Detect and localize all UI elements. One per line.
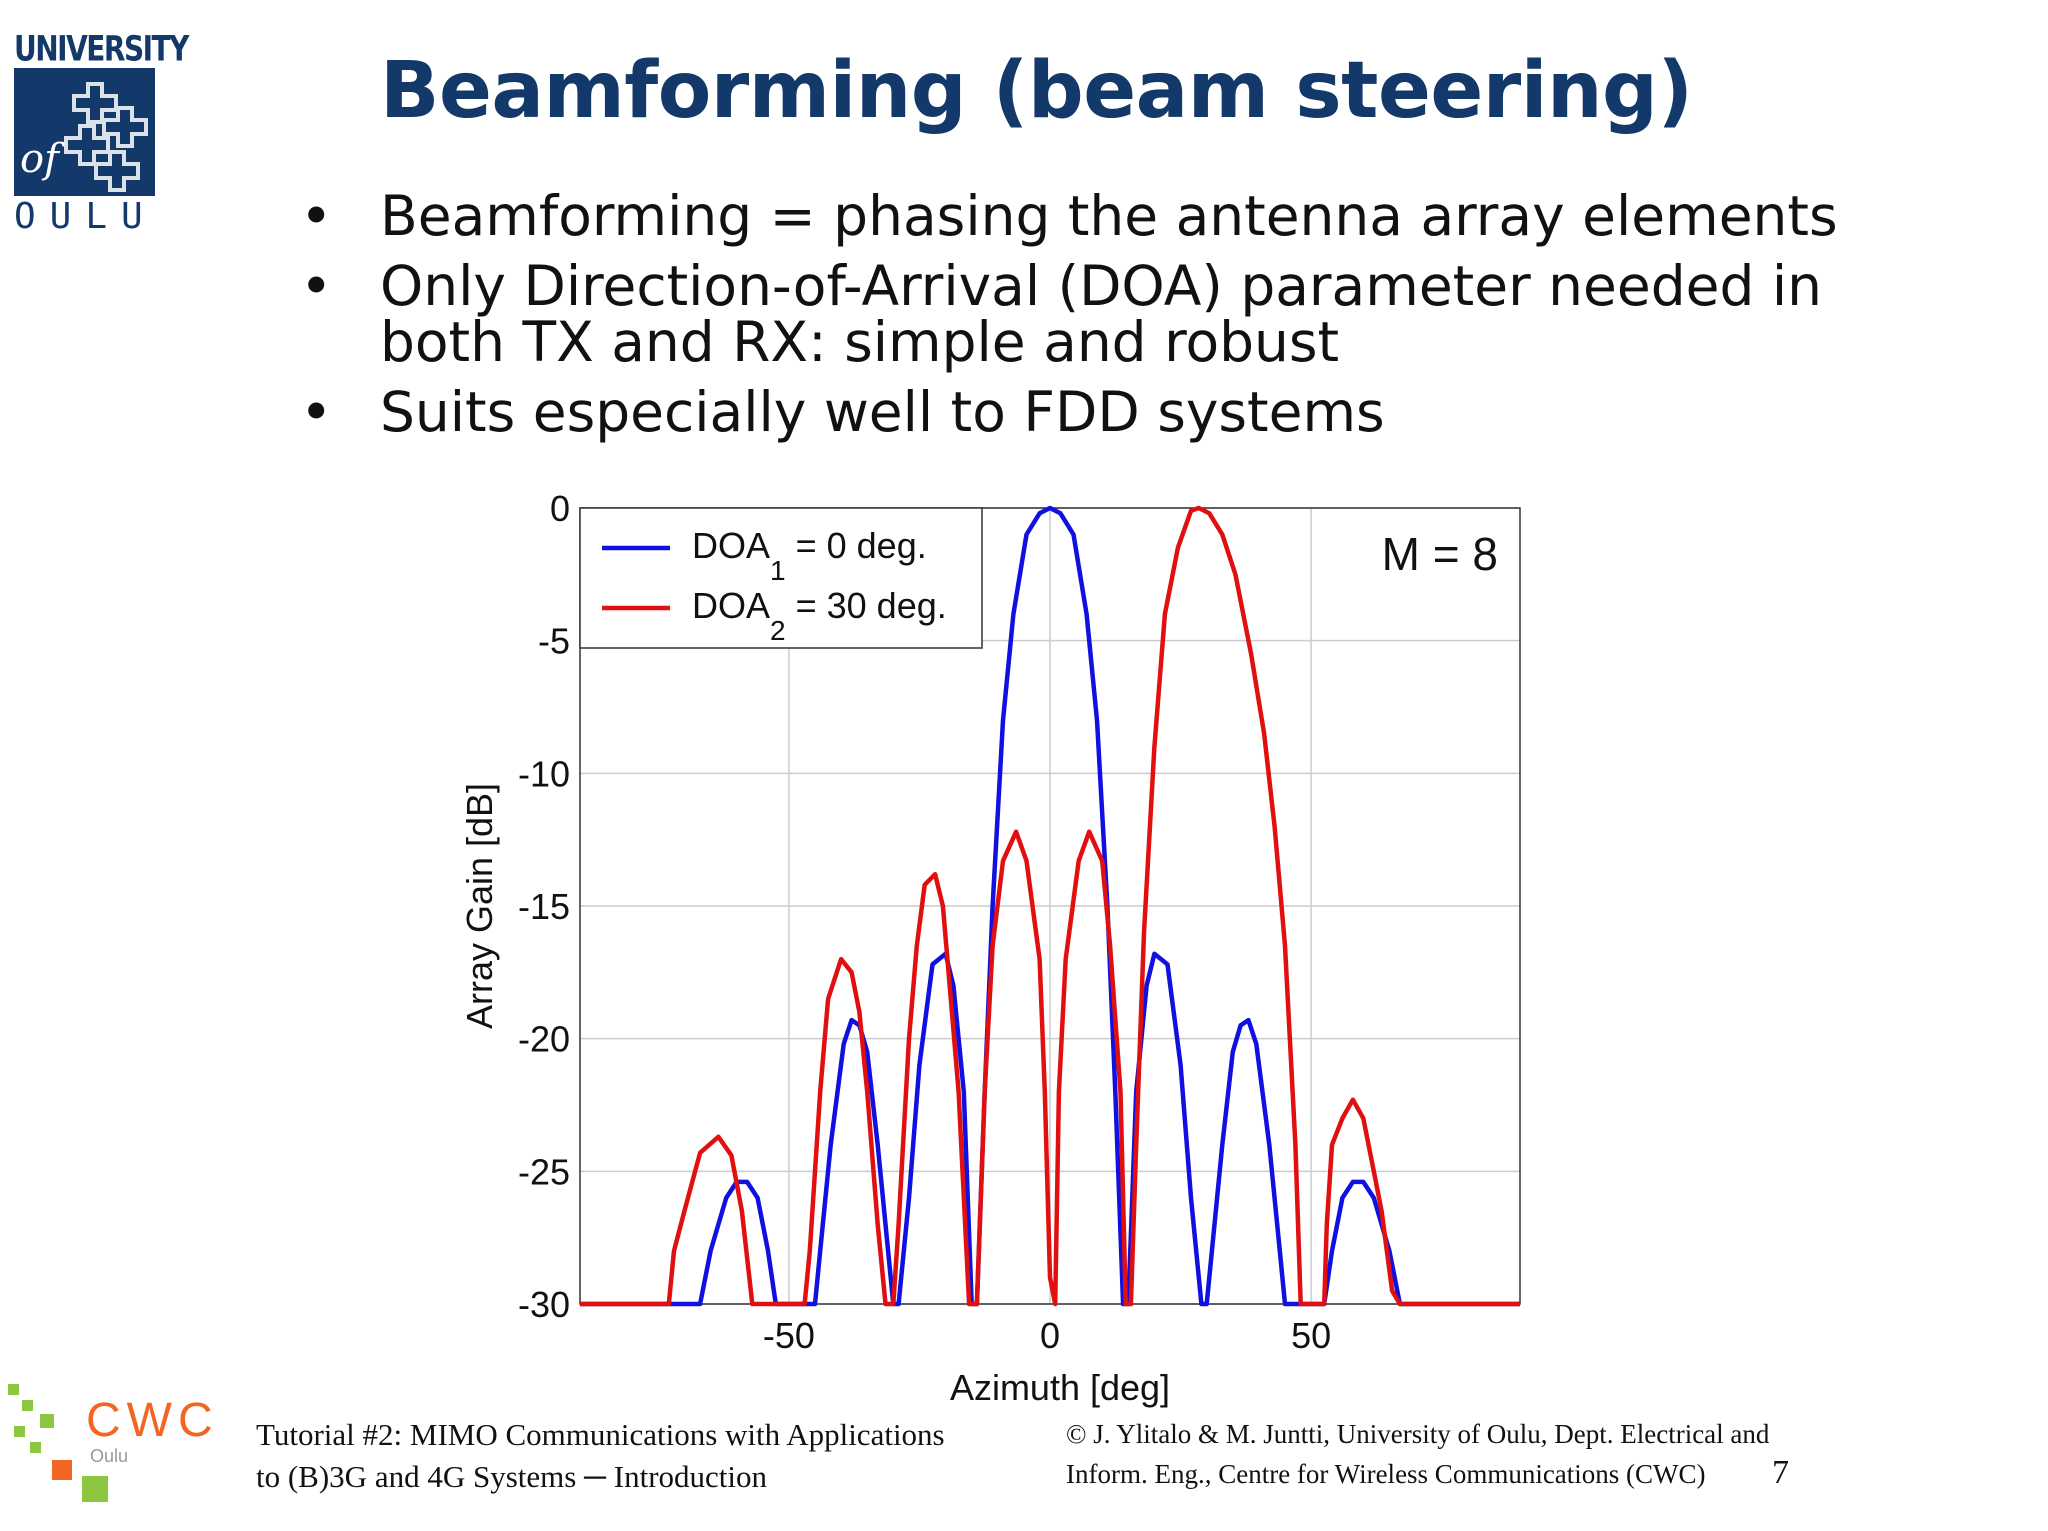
y-tick-label: -10 <box>518 753 570 794</box>
chart-annotation: M = 8 <box>1382 528 1498 580</box>
logo-university-text: UNIVERSITY <box>14 28 189 70</box>
logo-of-text: of <box>20 136 59 182</box>
legend-entry: DOA1 = 0 deg. <box>692 525 927 586</box>
cwc-square-icon <box>8 1384 19 1395</box>
cwc-logo: CWC Oulu <box>8 1384 219 1502</box>
cwc-square-icon <box>40 1414 54 1428</box>
cwc-logo-text: CWC <box>86 1394 219 1447</box>
bullet-item: • Suits especially well to FDD systems <box>300 384 1860 440</box>
logo-oulu-text: OULU <box>14 196 157 237</box>
footer-course-title: Tutorial #2: MIMO Communications with Ap… <box>256 1414 1056 1498</box>
cwc-square-icon <box>52 1460 72 1480</box>
series-line <box>580 505 1520 1307</box>
bullet-item: • Only Direction-of-Arrival (DOA) paramet… <box>300 258 1860 370</box>
footer-course-line: Tutorial #2: MIMO Communications with Ap… <box>256 1417 945 1452</box>
footer-copyright-line: © J. Ylitalo & M. Juntti, University of … <box>1066 1419 1770 1449</box>
array-gain-chart: -50 0 50 0 -5 -10 -15 -20 -25 -30 Azimuth [deg] Arr… <box>459 488 1521 1408</box>
x-tick-label: 0 <box>1040 1315 1060 1356</box>
y-tick-label: -20 <box>518 1019 570 1060</box>
y-tick-label: -15 <box>518 886 570 927</box>
page-number: 7 <box>1772 1454 1789 1491</box>
series-line <box>580 505 1520 1307</box>
bullet-text: Suits especially well to FDD systems <box>380 380 1385 444</box>
bullet-dot-icon: • <box>300 184 333 248</box>
cwc-square-icon <box>22 1400 33 1411</box>
bullet-dot-icon: • <box>300 380 333 444</box>
legend-box <box>579 507 983 649</box>
bullet-list: • Beamforming = phasing the antenna array… <box>300 188 1860 454</box>
footer-copyright-line: Inform. Eng., Centre for Wireless Commun… <box>1066 1459 1706 1489</box>
cwc-logo-sub: Oulu <box>90 1446 128 1466</box>
footer-course-line: to (B)3G and 4G Systems ─ Introduction <box>256 1459 768 1494</box>
bullet-text: Beamforming = phasing the antenna array … <box>380 184 1838 248</box>
y-tick-label: 0 <box>550 488 570 529</box>
y-tick-label: -25 <box>518 1151 570 1192</box>
logo-pattern-icon <box>64 82 148 192</box>
legend-entry: DOA2 = 30 deg. <box>692 585 947 646</box>
y-tick-label: -30 <box>518 1284 570 1325</box>
x-axis-label: Azimuth [deg] <box>950 1367 1170 1408</box>
university-of-oulu-logo: UNIVERSITY of OULU <box>14 28 189 240</box>
logo-emblem <box>14 68 155 196</box>
bullet-dot-icon: • <box>300 254 333 318</box>
cwc-square-icon <box>30 1442 41 1453</box>
y-tick-label: -5 <box>538 621 570 662</box>
cwc-square-icon <box>14 1426 25 1437</box>
bullet-text: Only Direction-of-Arrival (DOA) paramete… <box>380 254 1822 374</box>
x-tick-label: 50 <box>1291 1315 1331 1356</box>
footer-copyright: © J. Ylitalo & M. Juntti, University of … <box>1066 1414 1926 1494</box>
y-axis-label: Array Gain [dB] <box>459 783 500 1029</box>
x-tick-label: -50 <box>763 1315 815 1356</box>
slide-title: Beamforming (beam steering) <box>380 46 1693 136</box>
cwc-square-icon <box>82 1476 108 1502</box>
bullet-item: • Beamforming = phasing the antenna array… <box>300 188 1860 244</box>
